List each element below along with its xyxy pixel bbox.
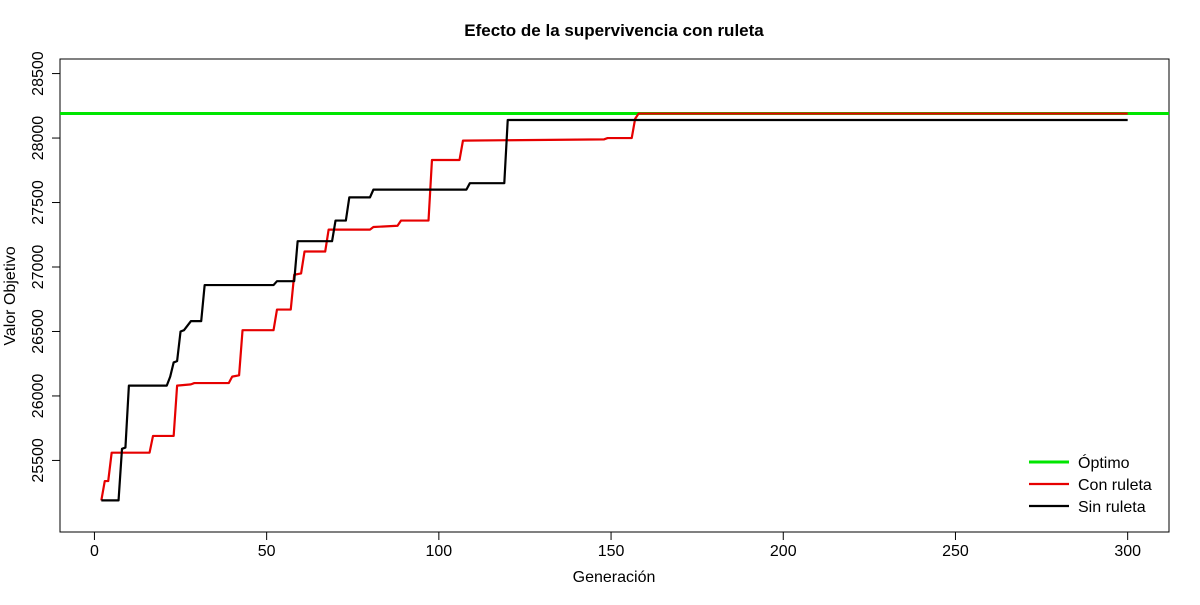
y-axis-label: Valor Objetivo — [2, 246, 19, 345]
x-tick-label: 150 — [598, 543, 625, 560]
x-tick-label: 50 — [258, 543, 276, 560]
plot-area-frame — [59, 58, 1170, 533]
x-tick-label: 300 — [1114, 543, 1141, 560]
y-tick-label: 28000 — [30, 116, 47, 161]
x-tick-label: 100 — [425, 543, 452, 560]
series-line-con-ruleta — [100, 112, 1128, 501]
legend-label-sin-ruleta: Sin ruleta — [1078, 499, 1146, 516]
y-axis: 25500 26000 26500 27000 27500 28000 28500 — [30, 51, 61, 483]
y-tick-label: 26000 — [30, 374, 47, 419]
y-tick-label: 26500 — [30, 309, 47, 354]
series-line-sin-ruleta — [101, 118, 1128, 502]
legend: Óptimo Con ruleta Sin ruleta — [1029, 453, 1152, 516]
x-tick-label: 250 — [942, 543, 969, 560]
legend-label-optimo: Óptimo — [1078, 453, 1130, 472]
x-axis: 0 50 100 150 200 250 300 — [90, 531, 1141, 560]
y-tick-label: 27000 — [30, 245, 47, 290]
x-axis-label: Generación — [573, 569, 656, 586]
y-tick-label: 28500 — [30, 51, 47, 96]
x-tick-label: 200 — [770, 543, 797, 560]
legend-label-con-ruleta: Con ruleta — [1078, 477, 1152, 494]
y-tick-label: 27500 — [30, 180, 47, 225]
series-layer — [60, 112, 1169, 502]
chart-title: Efecto de la supervivencia con ruleta — [464, 21, 764, 40]
y-tick-label: 25500 — [30, 438, 47, 483]
x-tick-label: 0 — [90, 543, 99, 560]
